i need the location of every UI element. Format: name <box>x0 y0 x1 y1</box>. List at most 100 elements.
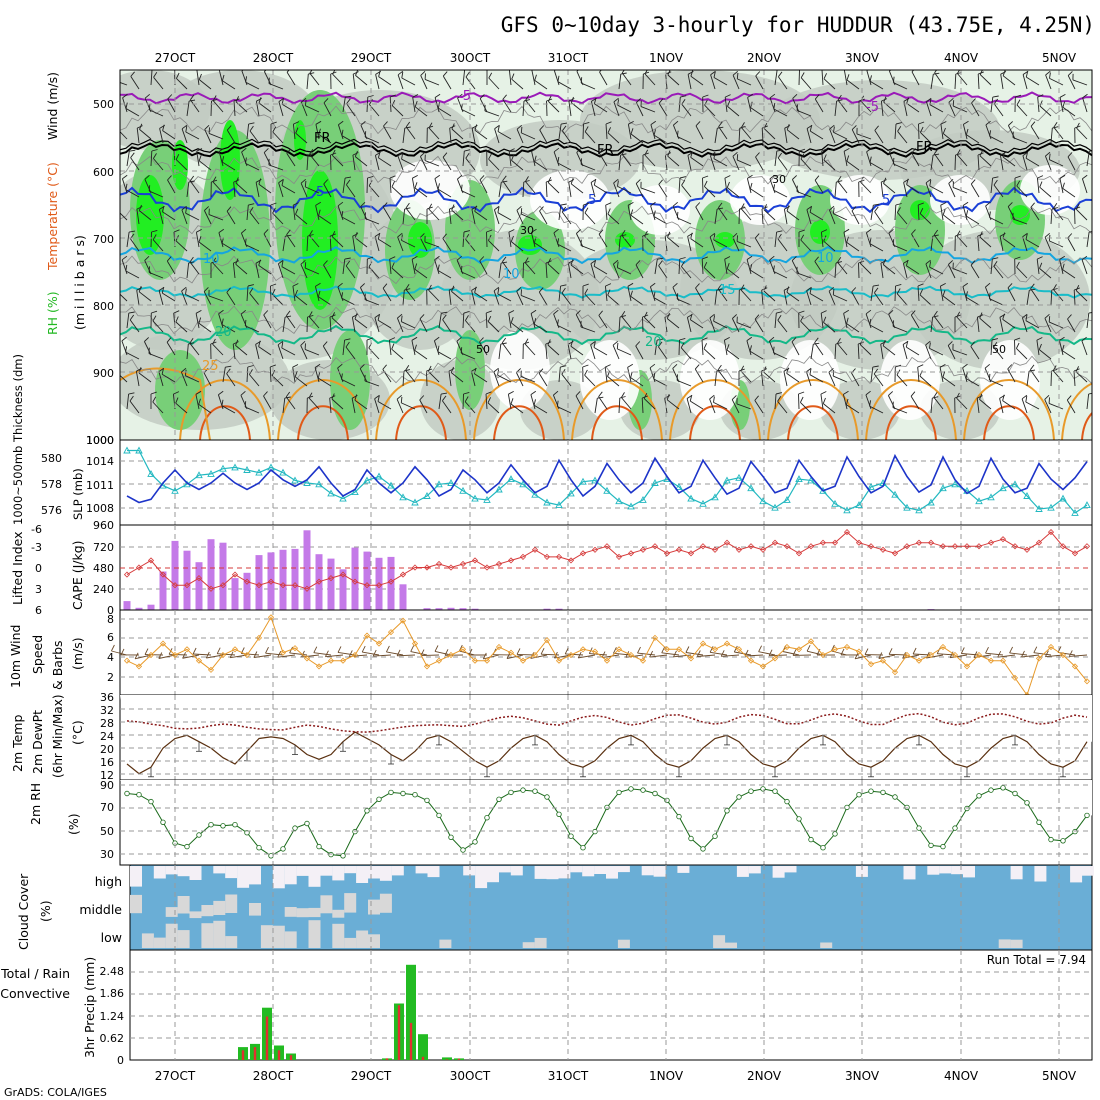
wind-barb <box>322 345 332 360</box>
rh2m-point <box>556 811 562 817</box>
wind-barb-flag <box>426 206 433 210</box>
wind-barb-flag <box>456 255 462 261</box>
wind-barb-flag <box>523 99 531 102</box>
rh-label-30: 30 <box>772 173 786 186</box>
wind-barb <box>294 376 308 387</box>
wind-barb-flag <box>144 174 150 180</box>
wind-barb-flag <box>739 206 746 210</box>
wind-barb <box>694 368 704 383</box>
contour-25c <box>767 379 859 440</box>
wind-barb-flag <box>607 289 611 296</box>
wind-barb <box>851 210 860 225</box>
wind-barb <box>405 126 416 140</box>
wind10-barb <box>878 654 896 659</box>
wind-barb <box>723 340 728 356</box>
wind-barb <box>902 344 908 360</box>
wind-barb-flag <box>341 292 344 299</box>
wind10-barb-flag <box>444 649 449 656</box>
wind-barb <box>534 242 548 252</box>
wind-barb-flag <box>636 98 642 103</box>
wind-barb <box>272 212 284 225</box>
wind-barb-flag <box>153 153 157 159</box>
wind-barb <box>217 394 224 410</box>
precip-conv-label: Convective <box>0 986 70 1001</box>
wind-barb <box>874 211 884 225</box>
wind10-point <box>159 640 167 647</box>
wind-barb-flag <box>323 179 329 185</box>
li-point <box>627 550 635 557</box>
wind-barb-flag <box>434 336 440 342</box>
wind-barb-flag <box>300 178 306 184</box>
wind-barb <box>510 403 524 414</box>
thickness-point <box>195 471 203 479</box>
rh2m-point <box>532 788 538 794</box>
wind-barb-flag <box>1021 394 1028 400</box>
wind-barb-flag <box>263 229 269 235</box>
wind-barb <box>562 130 572 144</box>
wind-barb <box>860 100 872 113</box>
wind-barb-flag <box>161 368 164 375</box>
wind-barb-flag <box>501 261 508 264</box>
wind-barb-flag <box>1000 71 1007 75</box>
wind-barb-flag <box>776 230 783 233</box>
wind-barb <box>558 286 562 302</box>
wind-barb <box>677 217 692 225</box>
wind-barb <box>378 157 392 167</box>
upper-air-panel: 500 600 700 800 900 1000 RH (%) Temperat… <box>45 69 1093 447</box>
wind-barb <box>666 399 680 410</box>
wind-barb-flag <box>450 366 454 373</box>
wind-barb-flag <box>575 391 581 397</box>
wind-barb-flag <box>717 126 724 129</box>
wind-barb <box>695 125 704 140</box>
wind-barb <box>497 131 512 140</box>
wind10-point <box>987 657 995 664</box>
rh-saturated-region <box>172 140 188 190</box>
wind-barb-flag <box>956 392 960 399</box>
wind-barb <box>843 151 848 167</box>
rh2m-point <box>616 789 622 796</box>
wind-barb <box>919 375 932 387</box>
wind10-barb-flag <box>685 646 690 653</box>
wind-barb-flag <box>285 391 291 398</box>
li-point <box>1035 539 1043 546</box>
wind-barb <box>1075 371 1088 383</box>
wind-barb <box>1039 349 1052 360</box>
wind-barb <box>189 342 200 356</box>
wind-barb <box>120 374 128 383</box>
li-point <box>351 578 359 585</box>
wind-barb <box>130 238 140 252</box>
contour-25c <box>963 379 1055 440</box>
thickness-point <box>315 480 323 488</box>
wind-barb <box>462 231 465 248</box>
wind-barb <box>1012 218 1028 225</box>
wind-barb-flag <box>772 346 775 353</box>
wind-barb-flag <box>570 177 574 184</box>
rh2m-point <box>292 825 298 831</box>
wind-barb-flag <box>851 287 857 293</box>
wind-barb <box>411 259 416 275</box>
wind-barb <box>497 374 512 383</box>
cloud-low-block <box>260 925 273 948</box>
wind-barb-flag <box>934 148 939 154</box>
wind-barb <box>402 370 405 387</box>
wind-barb-flag <box>304 99 307 106</box>
rh2m-point <box>544 794 550 800</box>
wind-barb-flag <box>308 72 315 75</box>
wind-barb <box>428 289 440 302</box>
wind-barb <box>786 291 800 302</box>
wind-barb <box>594 398 598 414</box>
thickness-axis-label: 1000~500mb Thickness (dm) <box>11 354 25 525</box>
run-total: Run Total = 7.94 <box>987 953 1086 967</box>
precip-tick: 0 <box>117 1054 124 1067</box>
level-tick: 500 <box>93 98 114 111</box>
precip-tick: 0.62 <box>100 1032 125 1045</box>
wind-barb <box>120 212 128 221</box>
wind-barb <box>828 209 836 225</box>
wind-barb <box>930 236 934 252</box>
thickness-point <box>243 466 251 473</box>
wind-barb <box>874 130 884 144</box>
wind-barb <box>962 124 968 140</box>
cape-bar <box>447 607 455 610</box>
wind-barb-flag <box>474 286 477 293</box>
wind-barb-flag <box>1002 151 1006 158</box>
